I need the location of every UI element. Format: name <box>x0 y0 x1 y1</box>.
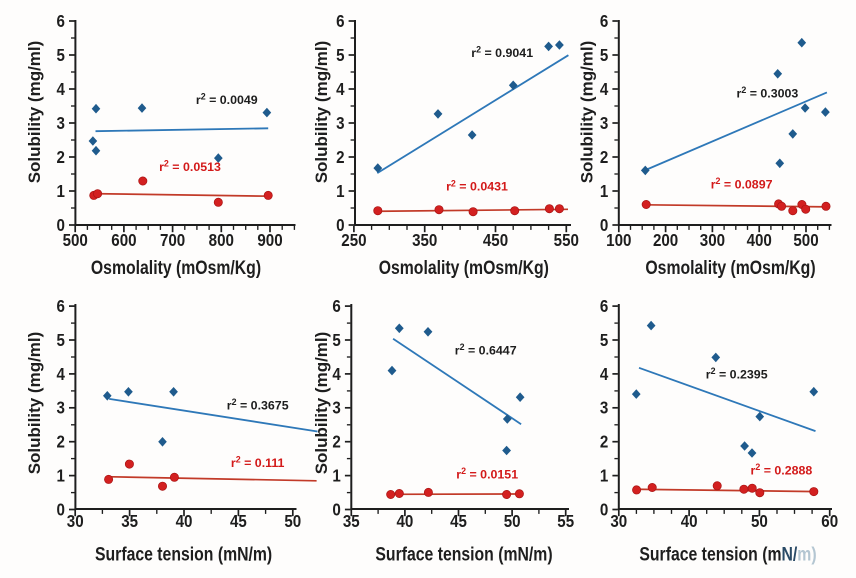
svg-text:Surface tension (mN/m): Surface tension (mN/m) <box>639 543 816 565</box>
svg-text:40: 40 <box>176 512 193 531</box>
svg-text:Osmolality (mOsm/Kg): Osmolality (mOsm/Kg) <box>379 256 549 278</box>
svg-text:3: 3 <box>336 114 344 133</box>
svg-text:4: 4 <box>600 365 608 384</box>
svg-text:200: 200 <box>653 231 678 250</box>
svg-text:Surface tension (mN/m): Surface tension (mN/m) <box>95 543 272 565</box>
svg-text:2: 2 <box>332 433 340 452</box>
svg-text:2: 2 <box>600 148 608 167</box>
svg-text:r2 = 0.0431: r2 = 0.0431 <box>446 178 508 193</box>
svg-text:900: 900 <box>257 231 282 250</box>
svg-text:5: 5 <box>600 46 608 65</box>
svg-text:400: 400 <box>747 231 772 250</box>
svg-text:4: 4 <box>332 365 340 384</box>
svg-text:45: 45 <box>230 512 247 531</box>
svg-text:5: 5 <box>56 331 64 350</box>
svg-text:35: 35 <box>343 512 360 531</box>
svg-text:40: 40 <box>396 512 413 531</box>
svg-text:r2 = 0.0049: r2 = 0.0049 <box>196 91 258 106</box>
svg-text:0: 0 <box>600 501 608 520</box>
svg-text:50: 50 <box>751 512 768 531</box>
svg-text:3: 3 <box>56 114 64 133</box>
svg-text:r2 = 0.9041: r2 = 0.9041 <box>471 45 533 60</box>
svg-text:r2 = 0.3675: r2 = 0.3675 <box>227 397 289 412</box>
svg-text:2: 2 <box>600 433 608 452</box>
svg-text:Solubility (mg/ml): Solubility (mg/ml) <box>25 332 44 475</box>
svg-text:55: 55 <box>557 512 574 531</box>
svg-text:1: 1 <box>56 182 64 201</box>
svg-text:3: 3 <box>332 399 340 418</box>
svg-text:450: 450 <box>483 231 508 250</box>
svg-text:40: 40 <box>681 512 698 531</box>
svg-text:Solubility (mg/ml): Solubility (mg/ml) <box>312 41 331 184</box>
svg-text:Solubility (mg/ml): Solubility (mg/ml) <box>312 332 331 475</box>
svg-text:Solubility (mg/ml): Solubility (mg/ml) <box>578 41 597 184</box>
svg-text:0: 0 <box>332 501 340 520</box>
svg-text:1: 1 <box>332 467 340 486</box>
svg-text:1: 1 <box>56 467 64 486</box>
svg-text:2: 2 <box>56 433 64 452</box>
svg-text:45: 45 <box>450 512 467 531</box>
svg-text:0: 0 <box>56 216 64 235</box>
svg-text:30: 30 <box>610 512 627 531</box>
svg-text:6: 6 <box>336 12 344 31</box>
svg-text:4: 4 <box>56 80 64 99</box>
svg-text:0: 0 <box>56 501 64 520</box>
svg-text:550: 550 <box>554 231 579 250</box>
svg-text:3: 3 <box>600 114 608 133</box>
svg-text:Surface tension (mN/m): Surface tension (mN/m) <box>375 543 552 565</box>
svg-text:500: 500 <box>793 231 818 250</box>
svg-text:4: 4 <box>56 365 64 384</box>
svg-text:r2 = 0.0151: r2 = 0.0151 <box>456 466 518 481</box>
svg-text:5: 5 <box>600 331 608 350</box>
svg-text:r2 = 0.3003: r2 = 0.3003 <box>737 85 799 100</box>
svg-text:30: 30 <box>67 512 84 531</box>
svg-text:1: 1 <box>336 182 344 201</box>
svg-text:1: 1 <box>600 467 608 486</box>
svg-text:3: 3 <box>56 399 64 418</box>
svg-text:4: 4 <box>336 80 344 99</box>
svg-text:Solubility (mg/ml): Solubility (mg/ml) <box>25 41 44 184</box>
svg-text:500: 500 <box>63 231 88 250</box>
svg-text:35: 35 <box>121 512 138 531</box>
svg-text:5: 5 <box>332 331 340 350</box>
svg-text:0: 0 <box>600 216 608 235</box>
svg-text:6: 6 <box>332 297 340 316</box>
svg-text:r2 = 0.111: r2 = 0.111 <box>231 454 285 469</box>
svg-text:700: 700 <box>160 231 185 250</box>
svg-text:600: 600 <box>111 231 136 250</box>
svg-text:4: 4 <box>600 80 608 99</box>
svg-text:3: 3 <box>600 399 608 418</box>
svg-text:6: 6 <box>56 12 64 31</box>
svg-text:Osmolality (mOsm/Kg): Osmolality (mOsm/Kg) <box>645 256 815 278</box>
svg-text:Osmolality (mOsm/Kg): Osmolality (mOsm/Kg) <box>91 256 261 278</box>
svg-text:50: 50 <box>284 512 301 531</box>
svg-text:350: 350 <box>412 231 437 250</box>
svg-text:5: 5 <box>336 46 344 65</box>
svg-text:r2 = 0.2395: r2 = 0.2395 <box>706 366 768 381</box>
svg-text:50: 50 <box>504 512 521 531</box>
svg-text:100: 100 <box>606 231 631 250</box>
svg-text:6: 6 <box>600 12 608 31</box>
svg-text:6: 6 <box>600 297 608 316</box>
svg-text:2: 2 <box>56 148 64 167</box>
svg-text:6: 6 <box>56 297 64 316</box>
svg-text:0: 0 <box>336 216 344 235</box>
svg-text:300: 300 <box>700 231 725 250</box>
svg-text:5: 5 <box>56 46 64 65</box>
svg-text:r2 = 0.0897: r2 = 0.0897 <box>711 176 773 191</box>
svg-text:r2 = 0.6447: r2 = 0.6447 <box>455 342 517 357</box>
svg-text:2: 2 <box>336 148 344 167</box>
svg-text:1: 1 <box>600 182 608 201</box>
svg-text:800: 800 <box>209 231 234 250</box>
svg-text:r2 = 0.0513: r2 = 0.0513 <box>159 159 221 174</box>
svg-text:60: 60 <box>821 512 838 531</box>
svg-text:250: 250 <box>341 231 366 250</box>
svg-text:r2 = 0.2888: r2 = 0.2888 <box>751 462 813 477</box>
